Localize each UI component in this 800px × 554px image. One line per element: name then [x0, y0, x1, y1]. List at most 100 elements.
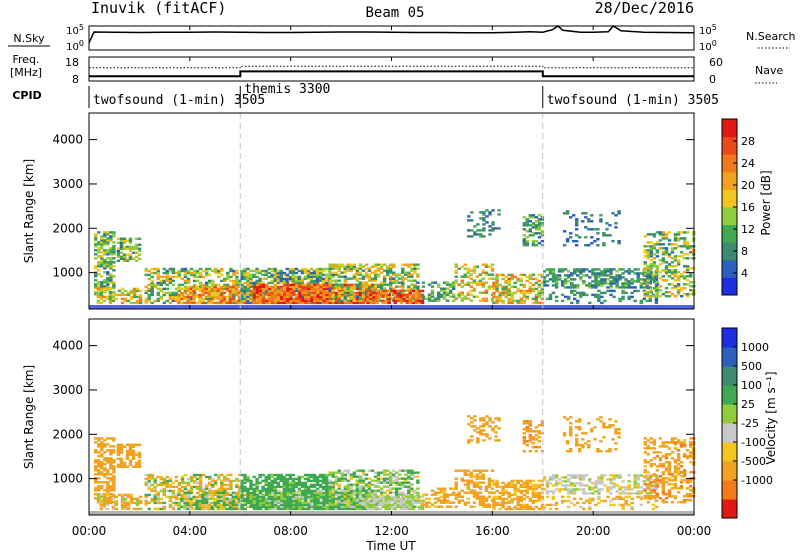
heatmap-cell — [144, 267, 148, 271]
heatmap-cell — [361, 269, 366, 272]
heatmap-cell — [180, 277, 185, 281]
heatmap-cell — [235, 477, 239, 481]
heatmap-cell — [279, 281, 283, 285]
heatmap-cell — [122, 253, 127, 256]
heatmap-cell — [324, 279, 329, 283]
heatmap-cell — [649, 265, 653, 268]
heatmap-cell — [306, 271, 311, 275]
heatmap-cell — [94, 243, 98, 246]
heatmap-cell — [525, 222, 529, 225]
heatmap-cell — [343, 299, 347, 302]
heatmap-cell — [387, 505, 391, 509]
heatmap-cell — [436, 497, 441, 500]
heatmap-cell — [661, 233, 666, 236]
heatmap-cell — [557, 278, 562, 281]
heatmap-cell — [171, 295, 176, 299]
heatmap-cell — [192, 275, 197, 279]
heatmap-cell — [192, 295, 196, 299]
heatmap-cell — [94, 449, 98, 452]
heatmap-cell — [126, 501, 131, 505]
heatmap-cell — [195, 271, 200, 275]
heatmap-cell — [252, 293, 257, 297]
heatmap-cell — [525, 242, 529, 245]
heatmap-cell — [186, 483, 191, 487]
heatmap-cell — [274, 497, 278, 501]
heatmap-cell — [195, 501, 199, 505]
heatmap-cell — [381, 505, 385, 509]
heatmap-cell — [433, 491, 438, 494]
heatmap-cell — [144, 481, 148, 485]
heatmap-cell — [402, 507, 406, 511]
heatmap-cell — [297, 487, 302, 491]
heatmap-cell — [551, 272, 556, 275]
heatmap-cell — [205, 297, 209, 301]
heatmap-cell — [106, 483, 110, 486]
heatmap-cell — [168, 301, 173, 305]
heatmap-cell — [100, 443, 104, 446]
heatmap-cell — [390, 291, 394, 295]
heatmap-cell — [310, 291, 314, 295]
heatmap-cell — [548, 293, 553, 297]
heatmap-cell — [106, 289, 110, 292]
heatmap-cell — [271, 489, 275, 493]
heatmap-cell — [223, 487, 227, 491]
heatmap-cell — [382, 263, 387, 266]
heatmap-cell — [99, 291, 103, 295]
heatmap-cell — [313, 287, 317, 291]
heatmap-cell — [116, 449, 121, 452]
heatmap-cell — [643, 295, 647, 298]
heatmap-cell — [481, 277, 486, 280]
heatmap-cell — [389, 279, 393, 282]
heatmap-cell — [386, 271, 390, 274]
heatmap-cell — [252, 281, 256, 285]
heatmap-cell — [201, 301, 205, 305]
heatmap-cell — [358, 475, 363, 478]
heatmap-cell — [108, 495, 113, 499]
heatmap-cell — [321, 485, 326, 489]
heatmap-cell — [153, 479, 157, 483]
heatmap-cell — [372, 301, 376, 305]
heatmap-cell — [378, 503, 382, 507]
heatmap-cell — [192, 475, 197, 479]
heatmap-cell — [410, 487, 414, 490]
heatmap-cell — [189, 479, 194, 483]
heatmap-cell — [382, 477, 387, 480]
heatmap-cell — [346, 501, 350, 504]
heatmap-cell — [316, 291, 320, 295]
heatmap-cell — [639, 286, 643, 289]
heatmap-cell — [255, 481, 259, 485]
heatmap-cell — [485, 209, 489, 212]
heatmap-cell — [165, 475, 169, 479]
heatmap-cell — [633, 268, 637, 271]
heatmap-cell — [94, 451, 98, 454]
heatmap-cell — [238, 487, 242, 491]
heatmap-cell — [472, 269, 477, 272]
heatmap-cell — [402, 299, 406, 303]
heatmap-cell — [280, 301, 284, 305]
heatmap-cell — [216, 293, 220, 297]
heatmap-cell — [116, 463, 121, 466]
heatmap-cell — [366, 501, 370, 505]
heatmap-cell — [100, 251, 104, 254]
heatmap-cell — [424, 501, 429, 504]
heatmap-cell — [147, 289, 151, 293]
heatmap-cell — [537, 218, 542, 221]
heatmap-cell — [411, 289, 416, 293]
heatmap-cell — [201, 275, 206, 279]
heatmap-cell — [367, 275, 372, 278]
heatmap-cell — [376, 285, 381, 288]
heatmap-cell — [609, 276, 613, 279]
heatmap-cell — [591, 270, 595, 273]
heatmap-cell — [270, 273, 274, 277]
heatmap-cell — [395, 487, 399, 490]
heatmap-cell — [213, 291, 217, 295]
heatmap-cell — [282, 505, 286, 509]
heatmap-cell — [267, 481, 271, 485]
heatmap-cell — [370, 277, 375, 280]
heatmap-cell — [469, 273, 473, 276]
heatmap-cell — [492, 301, 496, 305]
heatmap-cell — [452, 285, 456, 288]
heatmap-cell — [413, 265, 417, 268]
heatmap-cell — [522, 273, 526, 277]
heatmap-cell — [189, 485, 194, 489]
